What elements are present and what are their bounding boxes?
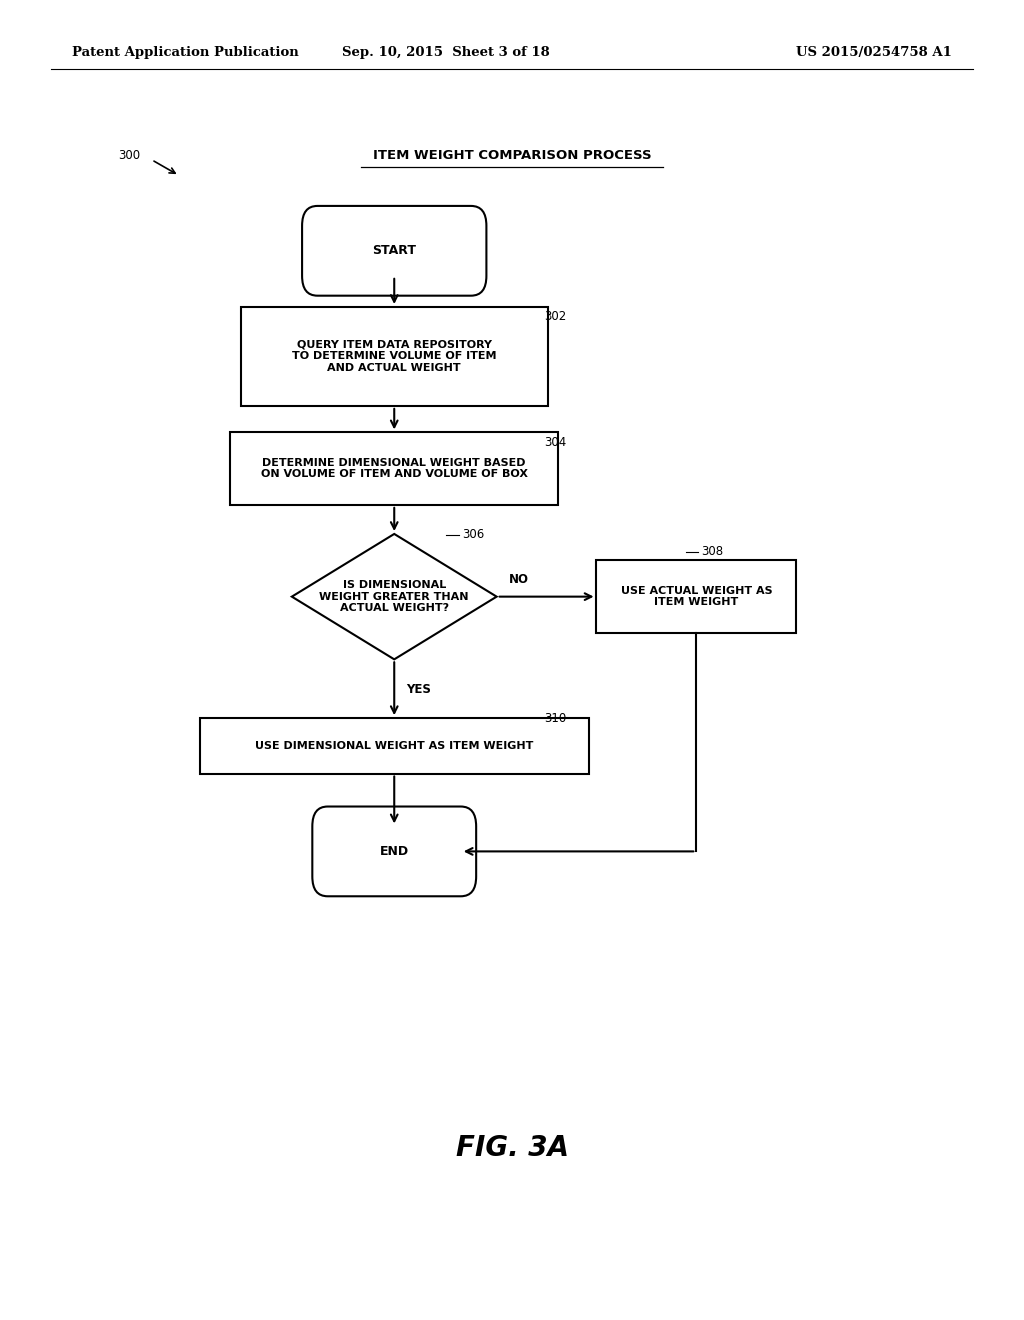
Text: 310: 310 [544, 711, 566, 725]
Text: DETERMINE DIMENSIONAL WEIGHT BASED
ON VOLUME OF ITEM AND VOLUME OF BOX: DETERMINE DIMENSIONAL WEIGHT BASED ON VO… [261, 458, 527, 479]
Text: Sep. 10, 2015  Sheet 3 of 18: Sep. 10, 2015 Sheet 3 of 18 [342, 46, 549, 59]
Bar [596, 560, 797, 632]
Text: 302: 302 [544, 310, 566, 323]
Text: US 2015/0254758 A1: US 2015/0254758 A1 [797, 46, 952, 59]
Text: 300: 300 [118, 149, 140, 162]
Text: START: START [373, 244, 416, 257]
Text: NO: NO [509, 573, 529, 586]
Text: 308: 308 [701, 545, 724, 558]
Bar [230, 433, 558, 504]
Bar [241, 308, 548, 407]
Text: ITEM WEIGHT COMPARISON PROCESS: ITEM WEIGHT COMPARISON PROCESS [373, 149, 651, 162]
Text: USE ACTUAL WEIGHT AS
ITEM WEIGHT: USE ACTUAL WEIGHT AS ITEM WEIGHT [621, 586, 772, 607]
Text: FIG. 3A: FIG. 3A [456, 1134, 568, 1163]
Text: QUERY ITEM DATA REPOSITORY
TO DETERMINE VOLUME OF ITEM
AND ACTUAL WEIGHT: QUERY ITEM DATA REPOSITORY TO DETERMINE … [292, 339, 497, 374]
Text: USE DIMENSIONAL WEIGHT AS ITEM WEIGHT: USE DIMENSIONAL WEIGHT AS ITEM WEIGHT [255, 741, 534, 751]
Text: 304: 304 [544, 436, 566, 449]
FancyBboxPatch shape [312, 807, 476, 896]
FancyBboxPatch shape [302, 206, 486, 296]
Text: 306: 306 [462, 528, 484, 541]
Bar [200, 718, 589, 774]
Text: END: END [380, 845, 409, 858]
Text: YES: YES [407, 682, 431, 696]
Text: IS DIMENSIONAL
WEIGHT GREATER THAN
ACTUAL WEIGHT?: IS DIMENSIONAL WEIGHT GREATER THAN ACTUA… [319, 579, 469, 614]
Text: Patent Application Publication: Patent Application Publication [72, 46, 298, 59]
Polygon shape [292, 533, 497, 659]
